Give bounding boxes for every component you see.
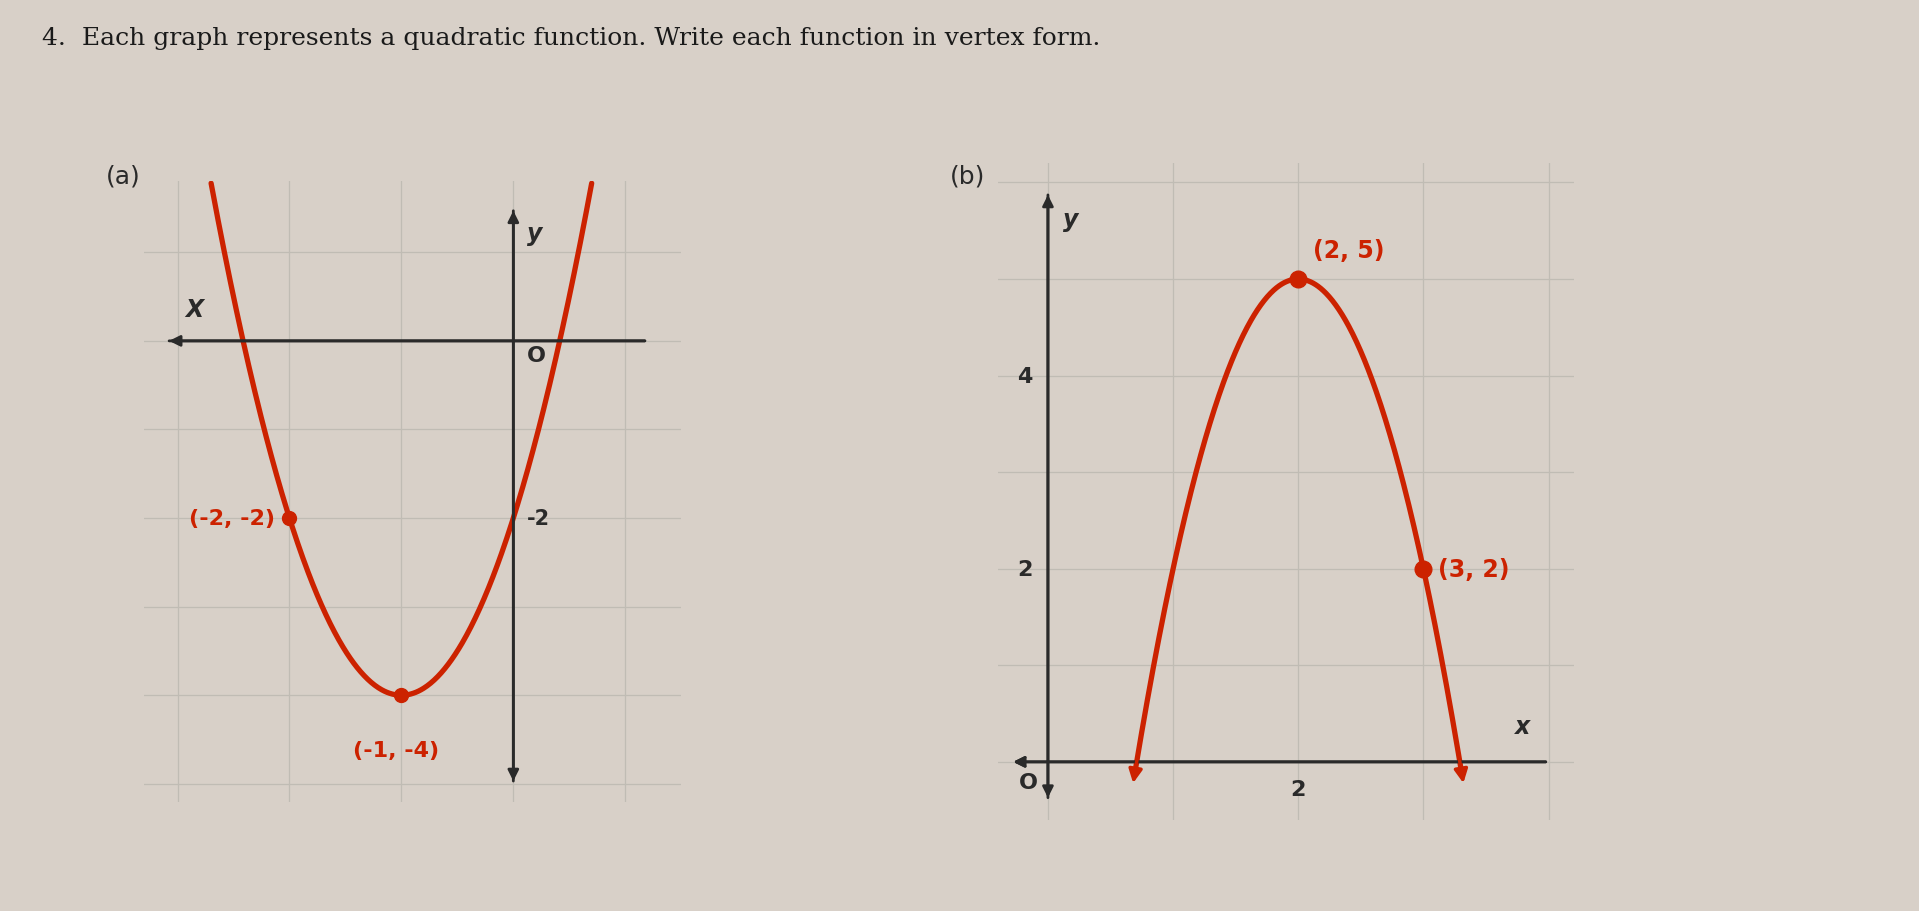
Text: x: x [1514,714,1529,738]
Text: 2: 2 [1291,780,1307,799]
Text: X: X [184,298,203,322]
Text: 4.  Each graph represents a quadratic function. Write each function in vertex fo: 4. Each graph represents a quadratic fun… [42,27,1102,50]
Text: y: y [528,222,543,246]
Text: (3, 2): (3, 2) [1439,558,1510,581]
Text: O: O [528,346,545,366]
Text: (-1, -4): (-1, -4) [353,740,439,760]
Text: 2: 2 [1017,559,1032,579]
Text: -2: -2 [528,508,551,528]
Text: y: y [1063,208,1078,231]
Text: O: O [1019,772,1038,792]
Text: (a): (a) [106,164,140,188]
Text: (-2, -2): (-2, -2) [188,508,274,528]
Text: 4: 4 [1017,366,1032,386]
Text: (2, 5): (2, 5) [1313,239,1386,262]
Text: (b): (b) [950,164,984,188]
